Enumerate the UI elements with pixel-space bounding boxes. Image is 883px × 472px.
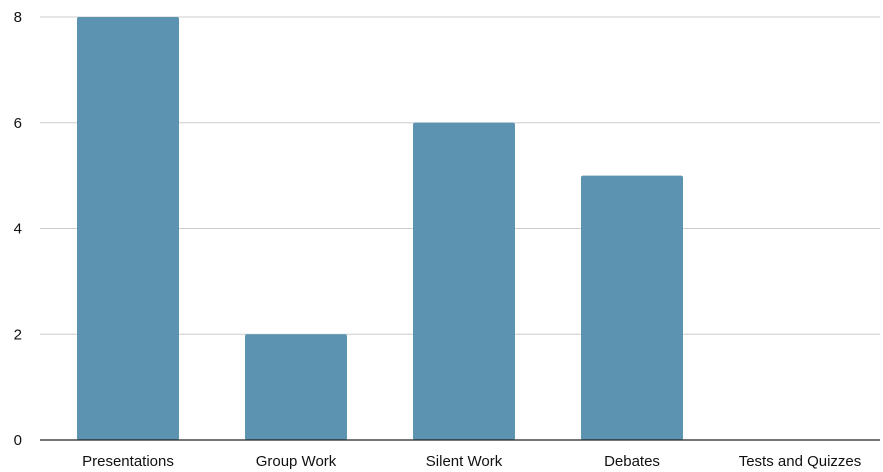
x-tick-label: Tests and Quizzes: [739, 453, 862, 470]
x-tick-label: Presentations: [82, 453, 174, 470]
bar: [581, 175, 683, 440]
y-tick-label: 8: [14, 9, 22, 26]
y-tick-label: 0: [14, 432, 22, 449]
bar: [413, 122, 515, 440]
y-tick-labels: 0 2 4 6 8: [14, 9, 22, 449]
y-tick-label: 6: [14, 115, 22, 132]
y-tick-label: 4: [14, 221, 22, 238]
x-tick-label: Debates: [604, 453, 660, 470]
x-tick-label: Group Work: [256, 453, 337, 470]
x-tick-label: Silent Work: [426, 453, 503, 470]
bars: [77, 17, 683, 440]
bar: [245, 334, 347, 440]
x-tick-labels: Presentations Group Work Silent Work Debate…: [82, 453, 861, 470]
bar: [77, 17, 179, 440]
y-tick-label: 2: [14, 326, 22, 343]
